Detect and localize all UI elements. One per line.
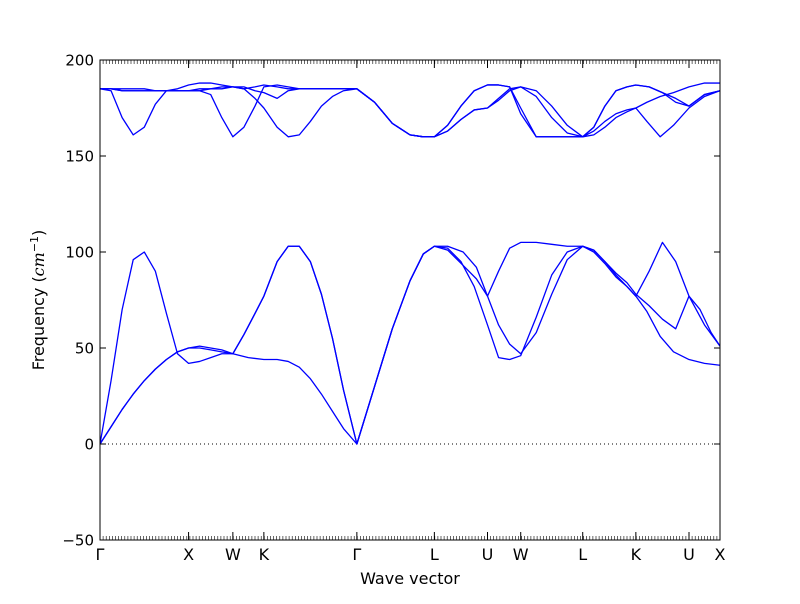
x-tick-label: K (631, 545, 642, 564)
x-tick-label: L (430, 545, 439, 564)
x-tick-label: U (482, 545, 494, 564)
y-tick-label: 100 (65, 244, 94, 262)
y-tick-label: 50 (75, 340, 94, 358)
dispersion-series-layer (100, 82, 720, 445)
y-axis-label-suffix: ) (29, 230, 48, 236)
x-tick-label: K (259, 545, 270, 564)
x-tick-label: W (513, 545, 529, 564)
x-tick-label: X (715, 545, 726, 564)
y-axis-label-prefix: Frequency ( (29, 276, 48, 370)
x-tick-label: L (578, 545, 587, 564)
y-tick-label: 200 (65, 52, 94, 70)
y-axis-label: Frequency (cm−1) (28, 230, 48, 371)
x-tick-label: W (225, 545, 241, 564)
x-tick-label: U (683, 545, 695, 564)
x-tick-label: Γ (96, 545, 105, 564)
x-axis-label: Wave vector (360, 569, 460, 588)
plot-frame (99, 59, 721, 541)
y-axis-label-unit: cm (29, 252, 48, 276)
y-tick-label: 150 (65, 148, 94, 166)
dispersion-branch-3 (100, 241, 720, 445)
y-tick-label: 0 (84, 436, 94, 454)
x-tick-label: Γ (352, 545, 361, 564)
x-tick-label: X (183, 545, 194, 564)
y-axis-label-exponent: −1 (28, 236, 41, 252)
dispersion-branch-7 (100, 84, 720, 138)
y-tick-label: −50 (62, 532, 94, 550)
